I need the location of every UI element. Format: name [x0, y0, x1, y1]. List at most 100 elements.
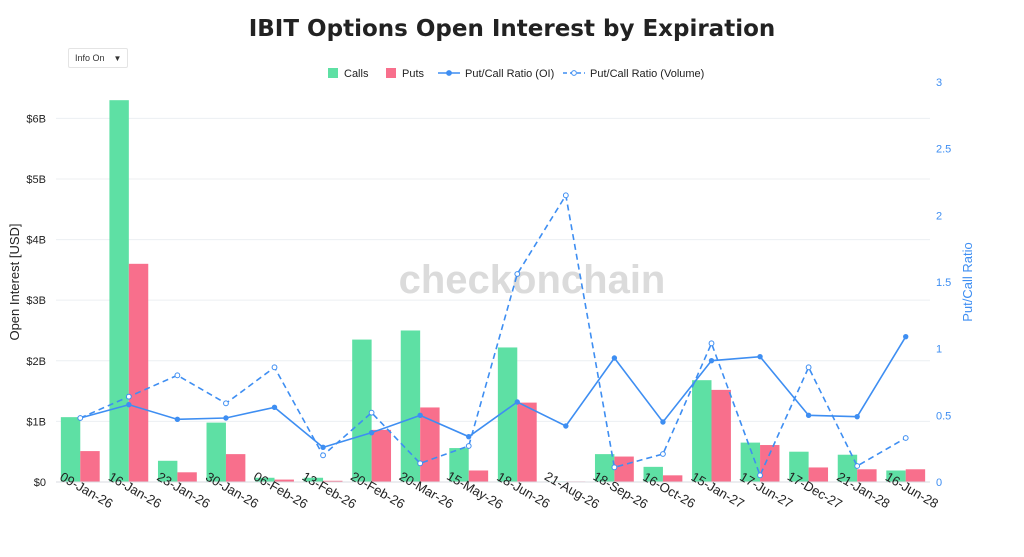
point-ratio-volume: [77, 415, 84, 421]
ratio-lines: [77, 192, 909, 479]
bar-calls: [837, 454, 858, 482]
bar-puts: [80, 451, 100, 482]
legend-marker: [571, 70, 577, 76]
y-tick-label: $3B: [26, 295, 46, 307]
point-ratio-oi: [805, 412, 812, 419]
legend-swatch: [328, 68, 338, 78]
point-ratio-oi: [757, 353, 763, 360]
point-ratio-volume: [223, 400, 229, 407]
x-tick-label: 06-Feb-26: [251, 469, 310, 512]
legend-item: Put/Call Ratio (Volume): [563, 68, 704, 80]
bar-calls: [497, 347, 518, 482]
y-tick-label: $0: [34, 477, 46, 489]
legend-label: Calls: [344, 68, 369, 80]
y-tick-label: $1B: [26, 416, 46, 428]
legend-label: Puts: [402, 68, 425, 80]
bar-puts: [662, 475, 683, 482]
point-ratio-volume: [805, 364, 812, 371]
point-ratio-oi: [466, 433, 472, 440]
bars: [60, 100, 926, 482]
bar-puts: [420, 407, 440, 482]
gridlines: [56, 117, 930, 483]
bar-calls: [60, 417, 81, 482]
point-ratio-volume: [271, 364, 278, 371]
bar-puts: [323, 480, 343, 482]
y-tick-label: $2B: [26, 356, 46, 368]
y2-tick-label: 2: [936, 210, 942, 222]
point-ratio-oi: [271, 404, 278, 411]
bar-calls: [886, 470, 906, 482]
bar-puts: [760, 445, 780, 482]
point-ratio-oi: [223, 415, 229, 421]
legend-item: Puts: [386, 68, 425, 80]
y2-tick-label: 1: [936, 344, 942, 356]
point-ratio-oi: [903, 333, 909, 340]
point-ratio-oi: [708, 357, 715, 364]
y-tick-label: $5B: [26, 174, 46, 186]
point-ratio-volume: [854, 463, 861, 469]
bar-calls: [109, 100, 129, 482]
y-tick-label: $4B: [26, 235, 46, 247]
legend: Calls Puts Put/Call Ratio (OI) Put/Call Rat…: [328, 68, 704, 80]
bar-calls: [740, 442, 761, 482]
bar-calls: [692, 380, 712, 482]
point-ratio-oi: [563, 423, 569, 429]
point-ratio-oi: [320, 444, 326, 451]
chart-title: IBIT Options Open Interest by Expiration: [248, 16, 776, 42]
watermark: checkonchain: [399, 258, 666, 302]
y2-tick-label: 2.5: [936, 144, 951, 156]
point-ratio-oi: [854, 413, 860, 420]
point-ratio-oi: [514, 399, 520, 405]
legend-item: Put/Call Ratio (OI): [438, 68, 554, 80]
legend-label: Put/Call Ratio (OI): [465, 68, 554, 80]
point-ratio-oi: [126, 401, 132, 408]
point-ratio-volume: [417, 460, 424, 467]
bar-calls: [157, 460, 178, 482]
info-toggle-label: Info On: [75, 53, 105, 63]
bar-calls: [303, 477, 324, 482]
bar-calls: [643, 466, 663, 482]
y2-axis-title: Put/Call Ratio: [960, 242, 975, 321]
info-toggle-dropdown[interactable]: Info On ▼: [68, 48, 128, 68]
bar-puts: [371, 429, 392, 482]
bar-calls: [255, 477, 275, 482]
point-ratio-volume: [902, 435, 909, 441]
point-ratio-volume: [125, 393, 132, 400]
point-ratio-volume: [562, 192, 569, 199]
point-ratio-volume: [708, 340, 715, 347]
y-tick-label: $6B: [26, 113, 46, 125]
point-ratio-volume: [611, 464, 618, 471]
point-ratio-oi: [417, 412, 423, 419]
point-ratio-oi: [660, 419, 666, 425]
line-ratio-oi: [80, 336, 907, 449]
y2-tick-label: 3: [936, 77, 942, 89]
bar-puts: [517, 402, 537, 482]
bar-puts: [177, 472, 197, 482]
legend-label: Put/Call Ratio (Volume): [590, 68, 704, 80]
point-ratio-volume: [320, 452, 326, 459]
bar-puts: [274, 479, 294, 482]
bar-puts: [905, 469, 926, 482]
legend-marker: [446, 70, 452, 76]
bar-puts: [614, 456, 634, 482]
point-ratio-volume: [174, 372, 181, 379]
y2-tick-label: 0: [936, 477, 942, 489]
bar-puts: [468, 470, 489, 482]
bar-calls: [400, 330, 421, 482]
point-ratio-volume: [368, 409, 375, 416]
bar-puts: [857, 469, 877, 482]
point-ratio-volume: [660, 451, 666, 457]
chevron-down-icon: ▼: [113, 53, 122, 63]
bar-calls: [206, 422, 226, 482]
point-ratio-volume: [514, 271, 521, 277]
point-ratio-oi: [368, 429, 375, 436]
bar-calls: [352, 339, 372, 482]
bar-puts: [711, 389, 731, 482]
bar-puts: [808, 467, 829, 482]
point-ratio-oi: [174, 416, 181, 423]
x-tick-label: 21-Aug-26: [542, 468, 602, 511]
point-ratio-volume: [465, 443, 472, 449]
line-ratio-volume: [79, 193, 907, 478]
legend-swatch: [386, 68, 396, 78]
